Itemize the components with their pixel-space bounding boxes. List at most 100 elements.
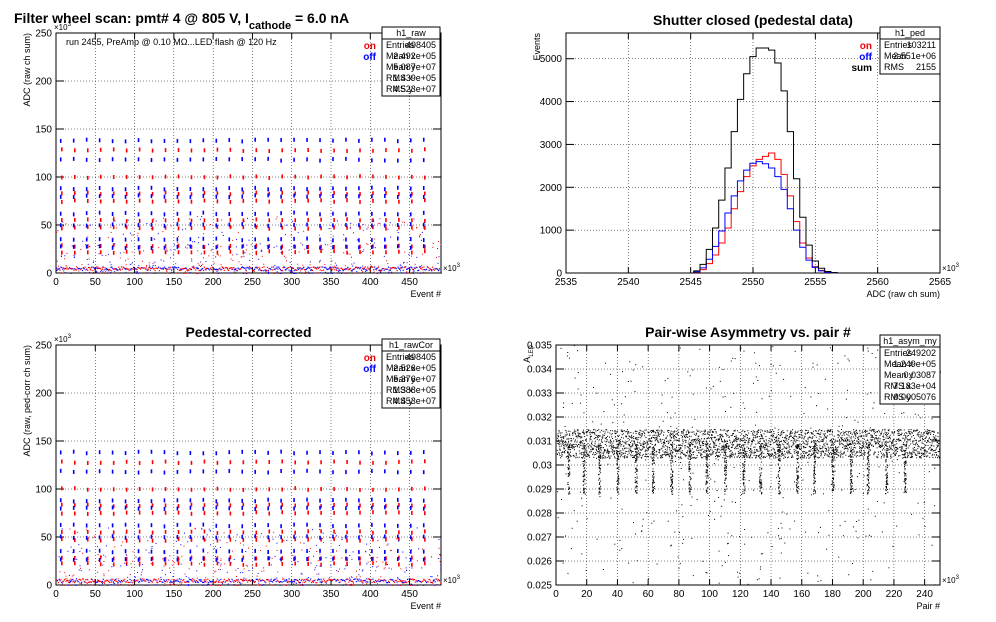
data-point	[281, 218, 284, 223]
data-point	[256, 536, 258, 538]
data-point	[61, 459, 63, 464]
data-point	[106, 267, 108, 270]
data-point	[373, 271, 375, 273]
data-point	[242, 460, 245, 465]
data-point	[305, 271, 307, 273]
data-point	[411, 191, 413, 196]
data-point	[372, 225, 374, 230]
data-point	[101, 555, 103, 557]
data-point	[384, 223, 386, 228]
data-point	[564, 441, 566, 443]
data-point	[176, 211, 179, 216]
data-point	[259, 584, 261, 586]
data-point	[397, 231, 399, 233]
data-point	[685, 433, 687, 435]
data-point	[316, 565, 318, 567]
data-point	[328, 228, 330, 230]
data-point	[112, 191, 115, 196]
data-point	[659, 440, 661, 442]
data-point	[112, 578, 114, 580]
data-point	[669, 439, 671, 441]
data-point	[196, 581, 199, 583]
data-point	[691, 442, 693, 444]
data-point	[721, 448, 723, 450]
data-point	[177, 530, 180, 535]
data-point	[615, 448, 617, 450]
data-point	[127, 258, 129, 260]
data-point	[400, 267, 403, 269]
data-point	[260, 250, 262, 252]
data-point	[787, 457, 789, 459]
data-point	[345, 222, 347, 227]
data-point	[202, 584, 204, 586]
data-point	[139, 220, 141, 222]
data-point	[170, 225, 172, 227]
data-point	[164, 580, 166, 582]
data-point	[413, 270, 415, 272]
data-point	[146, 268, 148, 270]
data-point	[307, 510, 309, 515]
data-point	[294, 218, 296, 223]
data-point	[346, 511, 348, 516]
data-point	[111, 558, 114, 563]
data-point	[267, 137, 269, 142]
data-point	[332, 267, 334, 269]
data-point	[437, 269, 439, 271]
data-point	[125, 532, 127, 534]
data-point	[293, 469, 295, 474]
data-point	[439, 554, 441, 556]
data-point	[352, 551, 354, 553]
data-point	[272, 266, 275, 268]
data-point	[72, 557, 75, 562]
data-point	[61, 147, 63, 152]
data-point	[254, 267, 256, 269]
data-point	[692, 454, 694, 456]
data-point	[638, 450, 640, 452]
x-multiplier: ×103	[443, 263, 461, 273]
data-point	[251, 565, 253, 567]
data-point	[255, 217, 258, 222]
data-point	[279, 584, 281, 586]
data-point	[194, 581, 196, 583]
data-point	[188, 269, 190, 272]
data-point	[619, 450, 621, 452]
data-point	[376, 272, 378, 274]
data-point	[137, 138, 140, 143]
data-point	[671, 454, 673, 456]
data-point	[309, 272, 311, 274]
data-point	[103, 575, 105, 577]
data-point	[343, 580, 346, 582]
data-point	[642, 448, 644, 450]
data-point	[436, 584, 438, 586]
data-point	[411, 530, 413, 535]
data-point	[153, 578, 155, 580]
data-point	[173, 562, 175, 564]
data-point	[666, 452, 668, 454]
data-point	[757, 442, 759, 444]
data-point	[102, 578, 104, 580]
data-point	[300, 270, 302, 272]
data-point	[359, 569, 361, 571]
data-point	[748, 441, 750, 443]
data-point	[604, 437, 606, 439]
data-point	[320, 562, 322, 567]
data-point	[795, 446, 797, 448]
data-point	[223, 578, 225, 581]
data-point	[163, 550, 166, 555]
data-point	[267, 187, 269, 192]
data-point	[623, 441, 625, 443]
data-point	[630, 454, 632, 456]
data-point	[398, 502, 400, 507]
data-point	[280, 223, 282, 228]
data-point	[433, 269, 435, 271]
data-point	[268, 511, 271, 516]
data-point	[85, 157, 88, 162]
data-point	[202, 236, 205, 241]
data-point	[359, 487, 361, 492]
data-point	[273, 268, 275, 270]
data-point	[374, 266, 376, 268]
data-point	[73, 250, 76, 255]
data-point	[56, 268, 59, 271]
series-off	[56, 137, 442, 274]
data-point	[388, 581, 390, 584]
